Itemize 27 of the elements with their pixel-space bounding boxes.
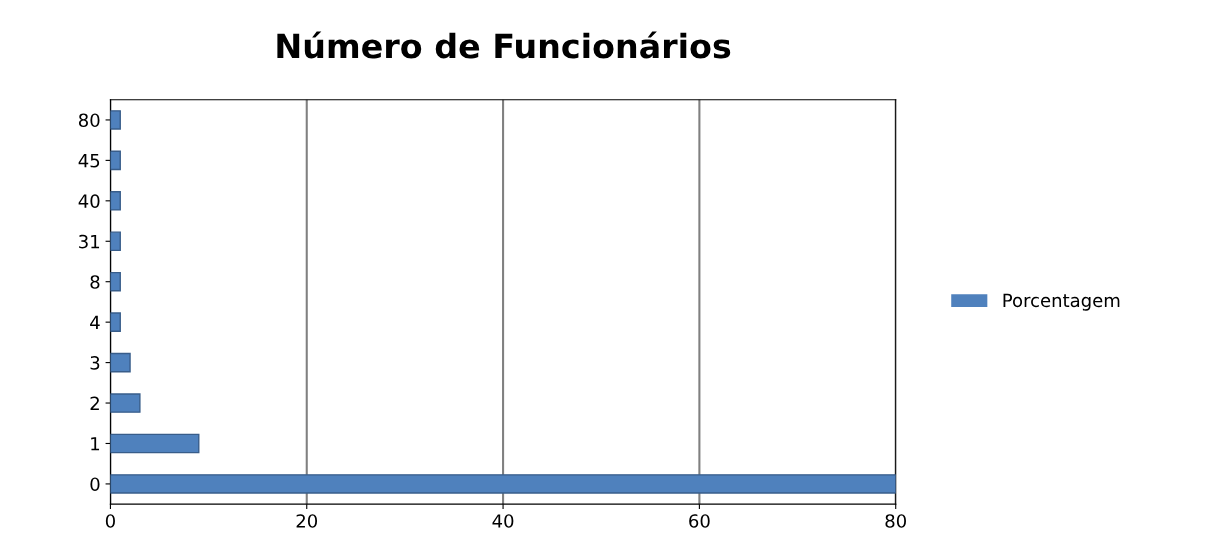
x-tick-label: 0: [105, 514, 115, 528]
bar: [110, 110, 121, 130]
y-tick-label: 40: [78, 194, 100, 208]
x-tick-label: 60: [689, 514, 710, 528]
bar: [110, 231, 121, 252]
y-tick-label: 2: [90, 396, 99, 410]
y-tick-label: 3: [90, 356, 100, 370]
bar: [110, 352, 131, 373]
bar: [110, 271, 121, 292]
chart-title: Número de Funcionários: [277, 31, 731, 59]
bar: [110, 191, 121, 211]
bar: [110, 474, 896, 494]
x-tick-label: 40: [492, 514, 514, 528]
y-tick-label: 8: [90, 275, 100, 289]
x-tick-label: 80: [885, 514, 906, 528]
y-tick-label: 0: [90, 477, 100, 492]
bar: [110, 312, 121, 332]
bar: [110, 393, 141, 413]
x-tick-label: 20: [296, 514, 318, 528]
legend-label: Porcentagem: [1003, 293, 1120, 311]
y-tick-label: 80: [78, 113, 100, 128]
y-tick-label: 1: [91, 437, 100, 451]
bar: [110, 433, 200, 454]
y-tick-label: 45: [78, 154, 100, 168]
y-tick-label: 4: [90, 315, 100, 330]
y-tick-label: 31: [79, 234, 100, 249]
bar: [110, 150, 121, 171]
